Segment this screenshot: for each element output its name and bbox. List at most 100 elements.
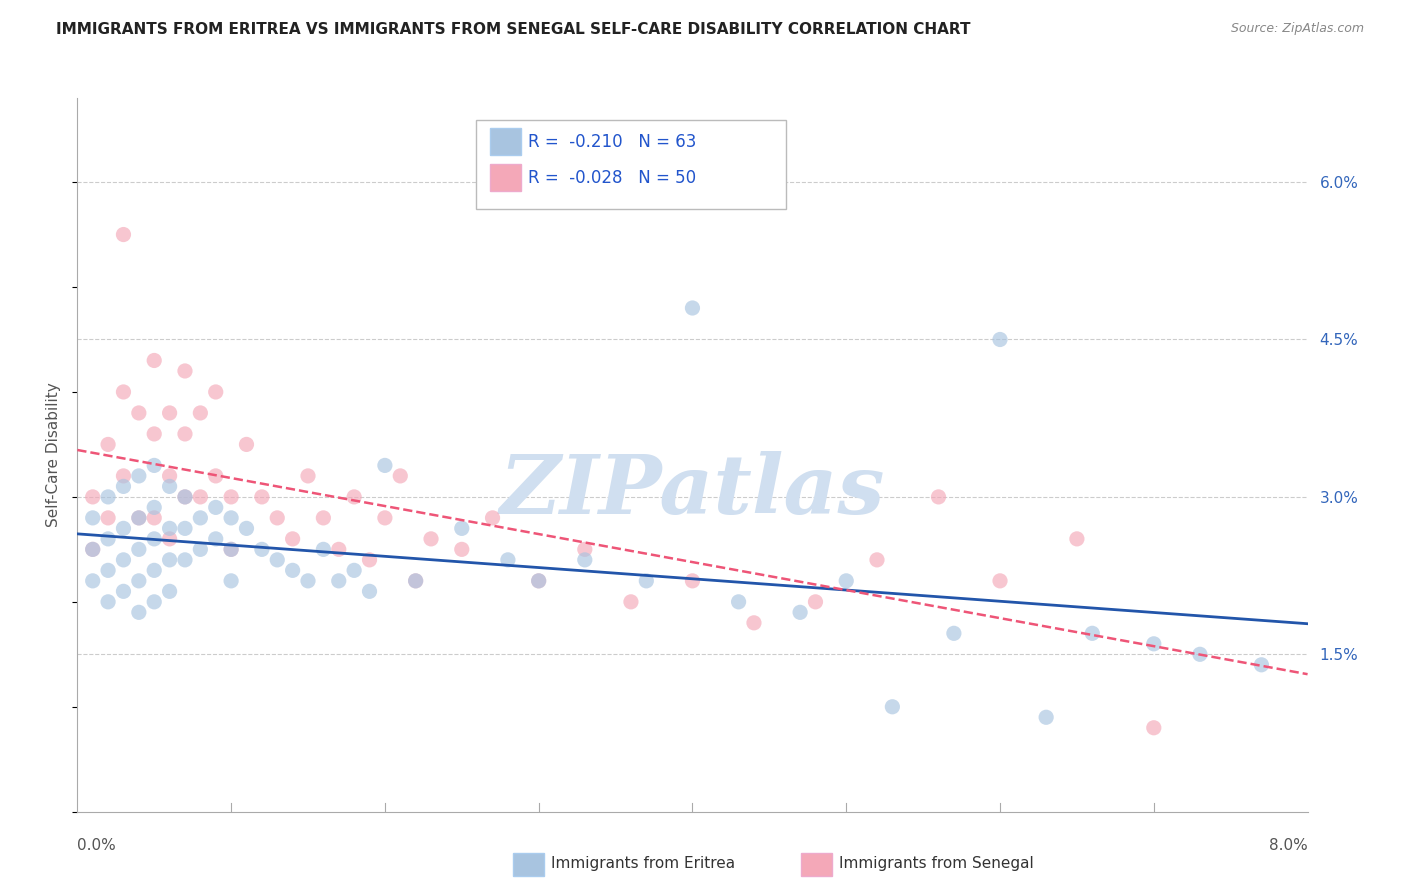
Point: [159, 521, 181, 535]
Point: [82, 574, 104, 588]
Point: [682, 574, 704, 588]
Point: [159, 532, 181, 546]
Point: [204, 500, 226, 515]
Point: [420, 532, 443, 546]
Text: 0.0%: 0.0%: [77, 838, 117, 854]
Point: [636, 574, 658, 588]
Point: [266, 553, 288, 567]
Point: [328, 542, 350, 557]
Point: [219, 574, 242, 588]
Point: [112, 521, 135, 535]
Point: [204, 532, 226, 546]
Point: [143, 500, 166, 515]
Point: [942, 626, 965, 640]
Point: [97, 532, 120, 546]
Point: [620, 595, 643, 609]
Point: [112, 553, 135, 567]
Point: [374, 458, 396, 473]
Point: [1188, 648, 1211, 662]
Point: [159, 406, 181, 420]
Text: R =  -0.210   N = 63: R = -0.210 N = 63: [529, 133, 697, 151]
Point: [928, 490, 950, 504]
Point: [97, 490, 120, 504]
Point: [727, 595, 749, 609]
Point: [882, 699, 904, 714]
Point: [281, 563, 304, 577]
Text: R =  -0.028   N = 50: R = -0.028 N = 50: [529, 169, 696, 186]
Point: [835, 574, 858, 588]
Point: [789, 605, 811, 619]
Point: [112, 469, 135, 483]
Point: [190, 542, 212, 557]
Point: [374, 511, 396, 525]
Point: [1250, 657, 1272, 672]
Text: ZIPatlas: ZIPatlas: [499, 450, 886, 531]
Point: [128, 605, 150, 619]
Point: [159, 584, 181, 599]
Point: [159, 553, 181, 567]
Point: [143, 595, 166, 609]
Point: [174, 521, 197, 535]
Point: [742, 615, 765, 630]
Point: [128, 469, 150, 483]
Point: [450, 542, 472, 557]
Point: [343, 563, 366, 577]
Point: [343, 490, 366, 504]
Point: [82, 490, 104, 504]
Point: [174, 490, 197, 504]
Point: [159, 469, 181, 483]
Point: [988, 333, 1011, 347]
Point: [97, 437, 120, 451]
Point: [190, 490, 212, 504]
Point: [174, 426, 197, 441]
Point: [128, 511, 150, 525]
Point: [128, 542, 150, 557]
Point: [527, 574, 550, 588]
Point: [112, 479, 135, 493]
Y-axis label: Self-Care Disability: Self-Care Disability: [46, 383, 62, 527]
Point: [112, 384, 135, 399]
Point: [190, 406, 212, 420]
Point: [219, 542, 242, 557]
Point: [250, 542, 273, 557]
Point: [190, 511, 212, 525]
Text: Immigrants from Eritrea: Immigrants from Eritrea: [551, 856, 735, 871]
Point: [143, 532, 166, 546]
Point: [481, 511, 503, 525]
Point: [143, 426, 166, 441]
Point: [405, 574, 427, 588]
Point: [405, 574, 427, 588]
Point: [866, 553, 889, 567]
Point: [312, 511, 335, 525]
Point: [235, 437, 257, 451]
Text: Source: ZipAtlas.com: Source: ZipAtlas.com: [1230, 22, 1364, 36]
Point: [1081, 626, 1104, 640]
Point: [159, 479, 181, 493]
Point: [450, 521, 472, 535]
Point: [204, 469, 226, 483]
Point: [297, 574, 319, 588]
Point: [128, 511, 150, 525]
Point: [204, 384, 226, 399]
Point: [219, 542, 242, 557]
Point: [174, 490, 197, 504]
Point: [527, 574, 550, 588]
Point: [682, 301, 704, 315]
Point: [266, 511, 288, 525]
Point: [235, 521, 257, 535]
Point: [219, 490, 242, 504]
Point: [250, 490, 273, 504]
Point: [988, 574, 1011, 588]
Text: IMMIGRANTS FROM ERITREA VS IMMIGRANTS FROM SENEGAL SELF-CARE DISABILITY CORRELAT: IMMIGRANTS FROM ERITREA VS IMMIGRANTS FR…: [56, 22, 970, 37]
Point: [574, 553, 596, 567]
Point: [389, 469, 412, 483]
Point: [312, 542, 335, 557]
Point: [1143, 637, 1166, 651]
Point: [219, 511, 242, 525]
Point: [359, 584, 381, 599]
Point: [143, 458, 166, 473]
Point: [359, 553, 381, 567]
Point: [1143, 721, 1166, 735]
Point: [112, 584, 135, 599]
Text: Immigrants from Senegal: Immigrants from Senegal: [839, 856, 1035, 871]
